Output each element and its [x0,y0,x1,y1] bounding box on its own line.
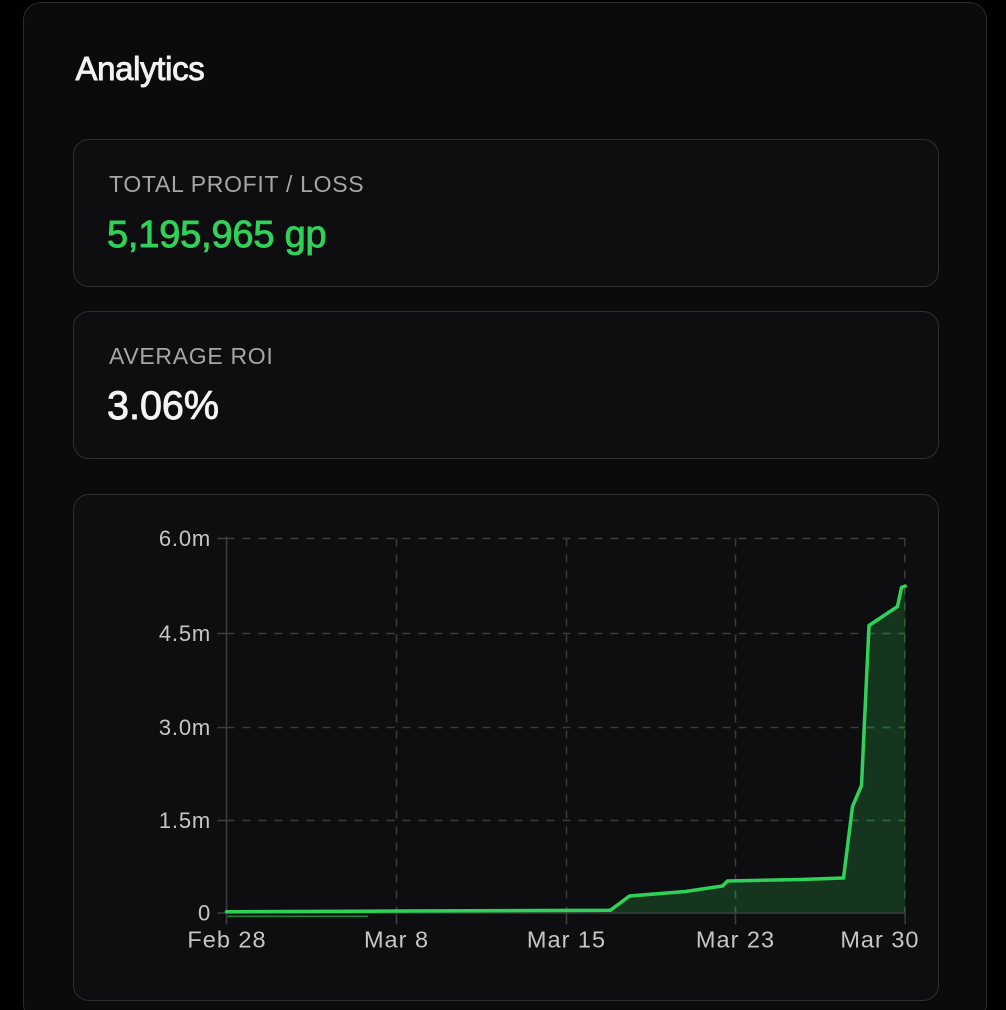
svg-text:Feb 28: Feb 28 [187,926,266,952]
svg-text:6.0m: 6.0m [159,526,211,551]
svg-text:0: 0 [198,900,211,925]
svg-text:3.0m: 3.0m [159,715,211,740]
svg-text:Mar 30: Mar 30 [840,926,919,952]
svg-text:Mar 8: Mar 8 [364,926,429,952]
svg-text:Mar 15: Mar 15 [527,926,606,952]
svg-text:Mar 23: Mar 23 [696,926,775,952]
svg-text:4.5m: 4.5m [159,621,211,646]
svg-text:1.5m: 1.5m [159,808,211,833]
